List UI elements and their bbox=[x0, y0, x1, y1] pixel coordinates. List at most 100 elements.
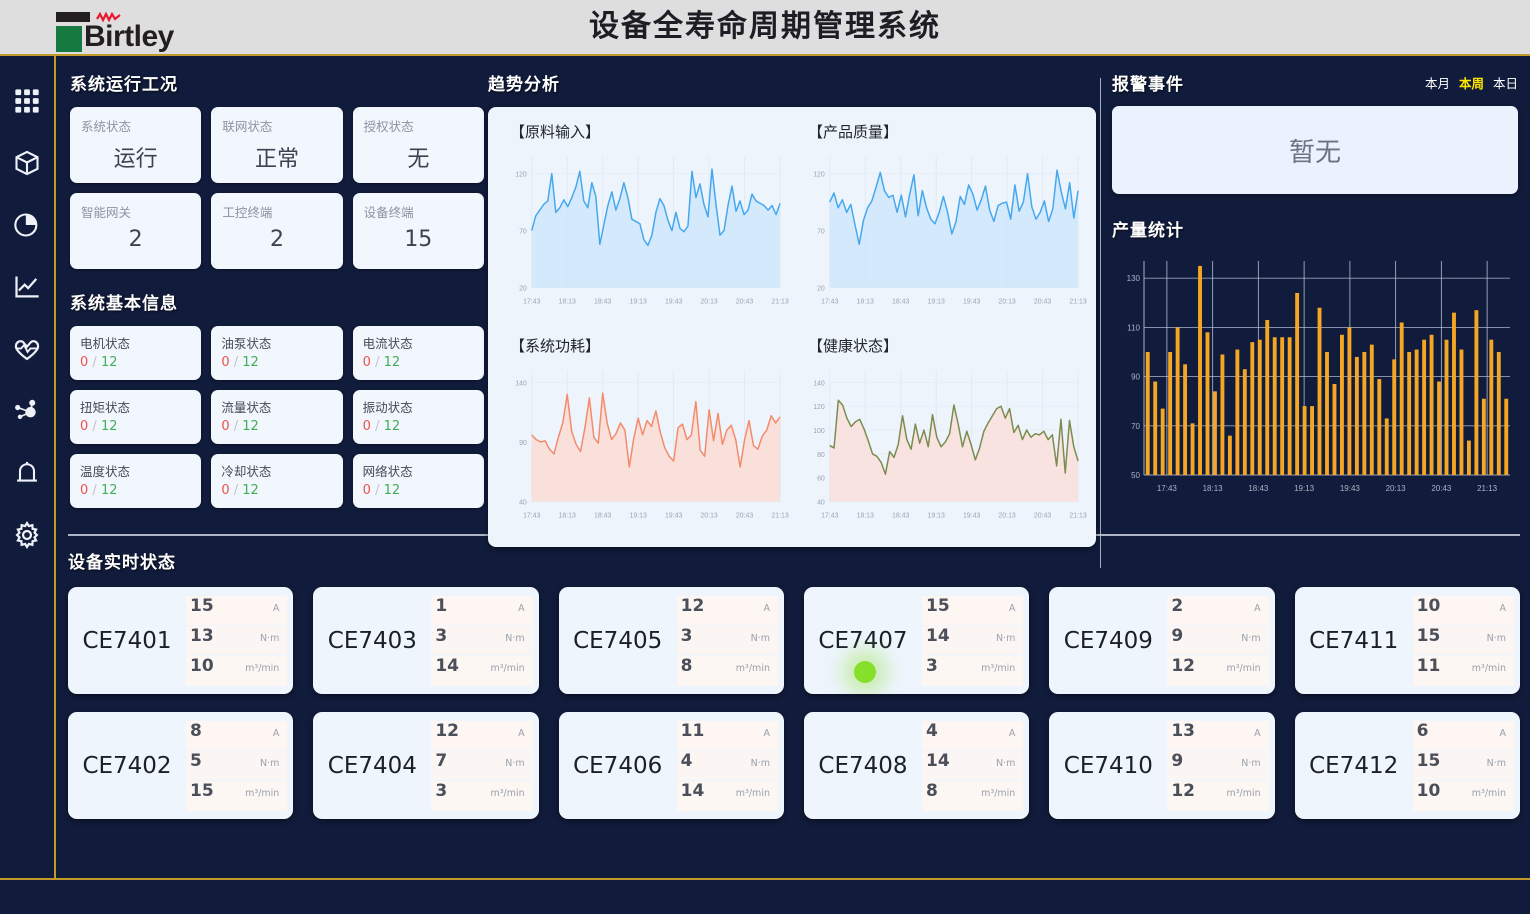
device-metric-value: 15 bbox=[1416, 625, 1441, 646]
status-card[interactable]: 设备终端 15 bbox=[352, 193, 484, 269]
device-metric-value: 10 bbox=[190, 655, 214, 676]
info-card[interactable]: 网络状态 0 / 12 bbox=[352, 454, 484, 508]
alarm-range-tab[interactable]: 本周 bbox=[1458, 76, 1484, 91]
device-metric-row: 3 N·m bbox=[431, 625, 533, 656]
status-card[interactable]: 系统状态 运行 bbox=[70, 107, 202, 183]
status-card[interactable]: 工控终端 2 bbox=[211, 193, 343, 269]
sidebar-item-trend[interactable] bbox=[0, 256, 55, 318]
info-card-label: 油泵状态 bbox=[221, 336, 272, 351]
svg-text:70: 70 bbox=[519, 229, 527, 236]
status-card-label: 设备终端 bbox=[363, 205, 414, 220]
sidebar-item-alarm[interactable] bbox=[0, 442, 55, 504]
device-card[interactable]: CE7409 2 A 9 N·m 12 m³/min bbox=[1049, 587, 1275, 694]
alarm-range-tabs: 本月 本周 本日 bbox=[1425, 73, 1518, 92]
svg-text:18:43: 18:43 bbox=[594, 512, 612, 519]
device-metric-value: 12 bbox=[1171, 780, 1195, 801]
left-sidebar bbox=[0, 56, 56, 878]
trend-chart-cell: 【原料输入】 20 70 120 17:43 18:13 18:43 19:13 19:43 20… bbox=[496, 115, 790, 325]
device-metric-row: 3 m³/min bbox=[431, 780, 533, 811]
device-card[interactable]: CE7401 15 A 13 N·m 10 m³/min bbox=[68, 587, 294, 694]
svg-text:19:13: 19:13 bbox=[629, 512, 647, 519]
device-status-led-indicator bbox=[853, 661, 876, 683]
logo-red-wave-icon bbox=[96, 11, 121, 23]
device-card-grid: CE7401 15 A 13 N·m 10 m³/min CE7403 1 A 3 N·m 14 m³/m… bbox=[68, 587, 1520, 819]
sidebar-item-network[interactable] bbox=[0, 380, 55, 442]
device-metric-unit: A bbox=[763, 727, 770, 739]
svg-text:20: 20 bbox=[519, 286, 527, 293]
svg-text:120: 120 bbox=[813, 404, 825, 411]
sidebar-item-assets[interactable] bbox=[0, 132, 55, 194]
info-card[interactable]: 扭矩状态 0 / 12 bbox=[70, 390, 202, 444]
info-card-ratio: 0 / 12 bbox=[362, 419, 401, 434]
bell-icon bbox=[17, 461, 37, 482]
status-card-value: 无 bbox=[407, 147, 430, 172]
device-metrics: 1 A 3 N·m 14 m³/min bbox=[431, 595, 538, 686]
device-card-id: CE7401 bbox=[82, 627, 172, 654]
chart-production-stats: 50 70 90 110 130 17:43 18:13 18:43 19:13 19:43 20:… bbox=[1127, 261, 1510, 493]
sidebar-item-health[interactable] bbox=[0, 318, 55, 380]
svg-text:18:43: 18:43 bbox=[892, 298, 910, 305]
svg-text:80: 80 bbox=[817, 452, 825, 459]
device-card[interactable]: CE7411 10 A 15 N·m 11 m³/min bbox=[1294, 587, 1520, 694]
device-metric-unit: A bbox=[1254, 602, 1261, 614]
sidebar-item-statistics[interactable] bbox=[0, 194, 55, 256]
alarm-range-tab[interactable]: 本月 bbox=[1424, 76, 1450, 91]
status-card[interactable]: 智能网关 2 bbox=[70, 193, 202, 269]
device-metric-row: 11 A bbox=[676, 720, 778, 751]
info-card[interactable]: 流量状态 0 / 12 bbox=[211, 390, 343, 444]
device-metric-value: 15 bbox=[190, 595, 214, 616]
device-metric-unit: m³/min bbox=[490, 662, 525, 674]
info-card[interactable]: 电流状态 0 / 12 bbox=[352, 326, 484, 380]
info-card-label: 扭矩状态 bbox=[80, 400, 131, 415]
trend-chart-cell: 【健康状态】 40 60 80 100 120 140 17:43 18:13 18:43 19:1… bbox=[794, 329, 1088, 539]
device-metric-value: 8 bbox=[680, 655, 693, 676]
device-metric-value: 15 bbox=[1416, 750, 1441, 771]
device-metric-row: 10 A bbox=[1412, 595, 1514, 626]
device-metric-unit: A bbox=[1008, 727, 1016, 739]
chart-health-status: 40 60 80 100 120 140 17:43 18:13 18:43 19:13 19:43… bbox=[813, 370, 1087, 519]
info-card[interactable]: 油泵状态 0 / 12 bbox=[211, 326, 343, 380]
sidebar-item-dashboard[interactable] bbox=[0, 70, 55, 132]
device-card[interactable]: CE7405 12 A 3 N·m 8 m³/min bbox=[558, 587, 784, 694]
device-card[interactable]: CE7404 12 A 7 N·m 3 m³/min bbox=[313, 712, 539, 819]
device-metric-row: 15 N·m bbox=[1412, 750, 1514, 781]
device-metric-value: 7 bbox=[435, 750, 448, 771]
trend-chart-cell: 【系统功耗】 40 90 140 17:43 18:13 18:43 19:13 19:43 20… bbox=[496, 329, 790, 539]
info-card[interactable]: 振动状态 0 / 12 bbox=[352, 390, 484, 444]
brand-logo[interactable]: Birtley bbox=[28, 6, 174, 53]
device-metric-row: 14 m³/min bbox=[431, 655, 533, 686]
device-card-id: CE7408 bbox=[818, 752, 908, 779]
alarm-range-tab[interactable]: 本日 bbox=[1492, 76, 1518, 91]
device-metric-unit: A bbox=[518, 727, 525, 739]
svg-text:140: 140 bbox=[813, 380, 825, 387]
system-status-title: 系统运行工况 bbox=[70, 75, 178, 95]
device-card[interactable]: CE7412 6 A 15 N·m 10 m³/min bbox=[1294, 712, 1520, 819]
device-card[interactable]: CE7406 11 A 4 N·m 14 m³/min bbox=[558, 712, 784, 819]
device-card[interactable]: CE7407 15 A 14 N·m 3 m³/min bbox=[803, 587, 1030, 694]
gear-icon bbox=[15, 521, 39, 549]
device-card[interactable]: CE7403 1 A 3 N·m 14 m³/min bbox=[313, 587, 539, 694]
info-card[interactable]: 电机状态 0 / 12 bbox=[70, 326, 202, 380]
status-card-label: 工控终端 bbox=[222, 205, 273, 220]
status-card[interactable]: 联网状态 正常 bbox=[211, 107, 343, 183]
device-metric-value: 14 bbox=[925, 625, 950, 646]
device-card[interactable]: CE7402 8 A 5 N·m 15 m³/min bbox=[68, 712, 294, 819]
device-metric-unit: N·m bbox=[505, 757, 525, 769]
status-card[interactable]: 授权状态无 bbox=[352, 107, 484, 183]
device-card[interactable]: CE7410 13 A 9 N·m 12 m³/min bbox=[1049, 712, 1275, 819]
basic-info-title: 系统基本信息 bbox=[70, 294, 178, 314]
device-card[interactable]: CE7408 4 A 14 N·m 8 m³/min bbox=[803, 712, 1030, 819]
info-card[interactable]: 冷却状态 0 / 12 bbox=[211, 454, 343, 508]
alarm-empty-text: 暂无 bbox=[1288, 137, 1341, 168]
info-card[interactable]: 温度状态 0 / 12 bbox=[70, 454, 202, 508]
device-metric-value: 10 bbox=[1416, 595, 1441, 616]
sidebar-item-settings[interactable] bbox=[0, 504, 55, 566]
info-card-ratio: 0 / 12 bbox=[362, 355, 401, 370]
chart-product-quality: 20 70 120 17:43 18:13 18:43 19:13 19:43 20:13 20:… bbox=[813, 156, 1087, 305]
device-metric-row: 14 N·m bbox=[921, 750, 1024, 781]
svg-text:18:13: 18:13 bbox=[857, 512, 875, 519]
svg-text:140: 140 bbox=[515, 380, 527, 387]
svg-text:70: 70 bbox=[1131, 422, 1140, 431]
device-metrics: 6 A 15 N·m 10 m³/min bbox=[1412, 720, 1520, 811]
